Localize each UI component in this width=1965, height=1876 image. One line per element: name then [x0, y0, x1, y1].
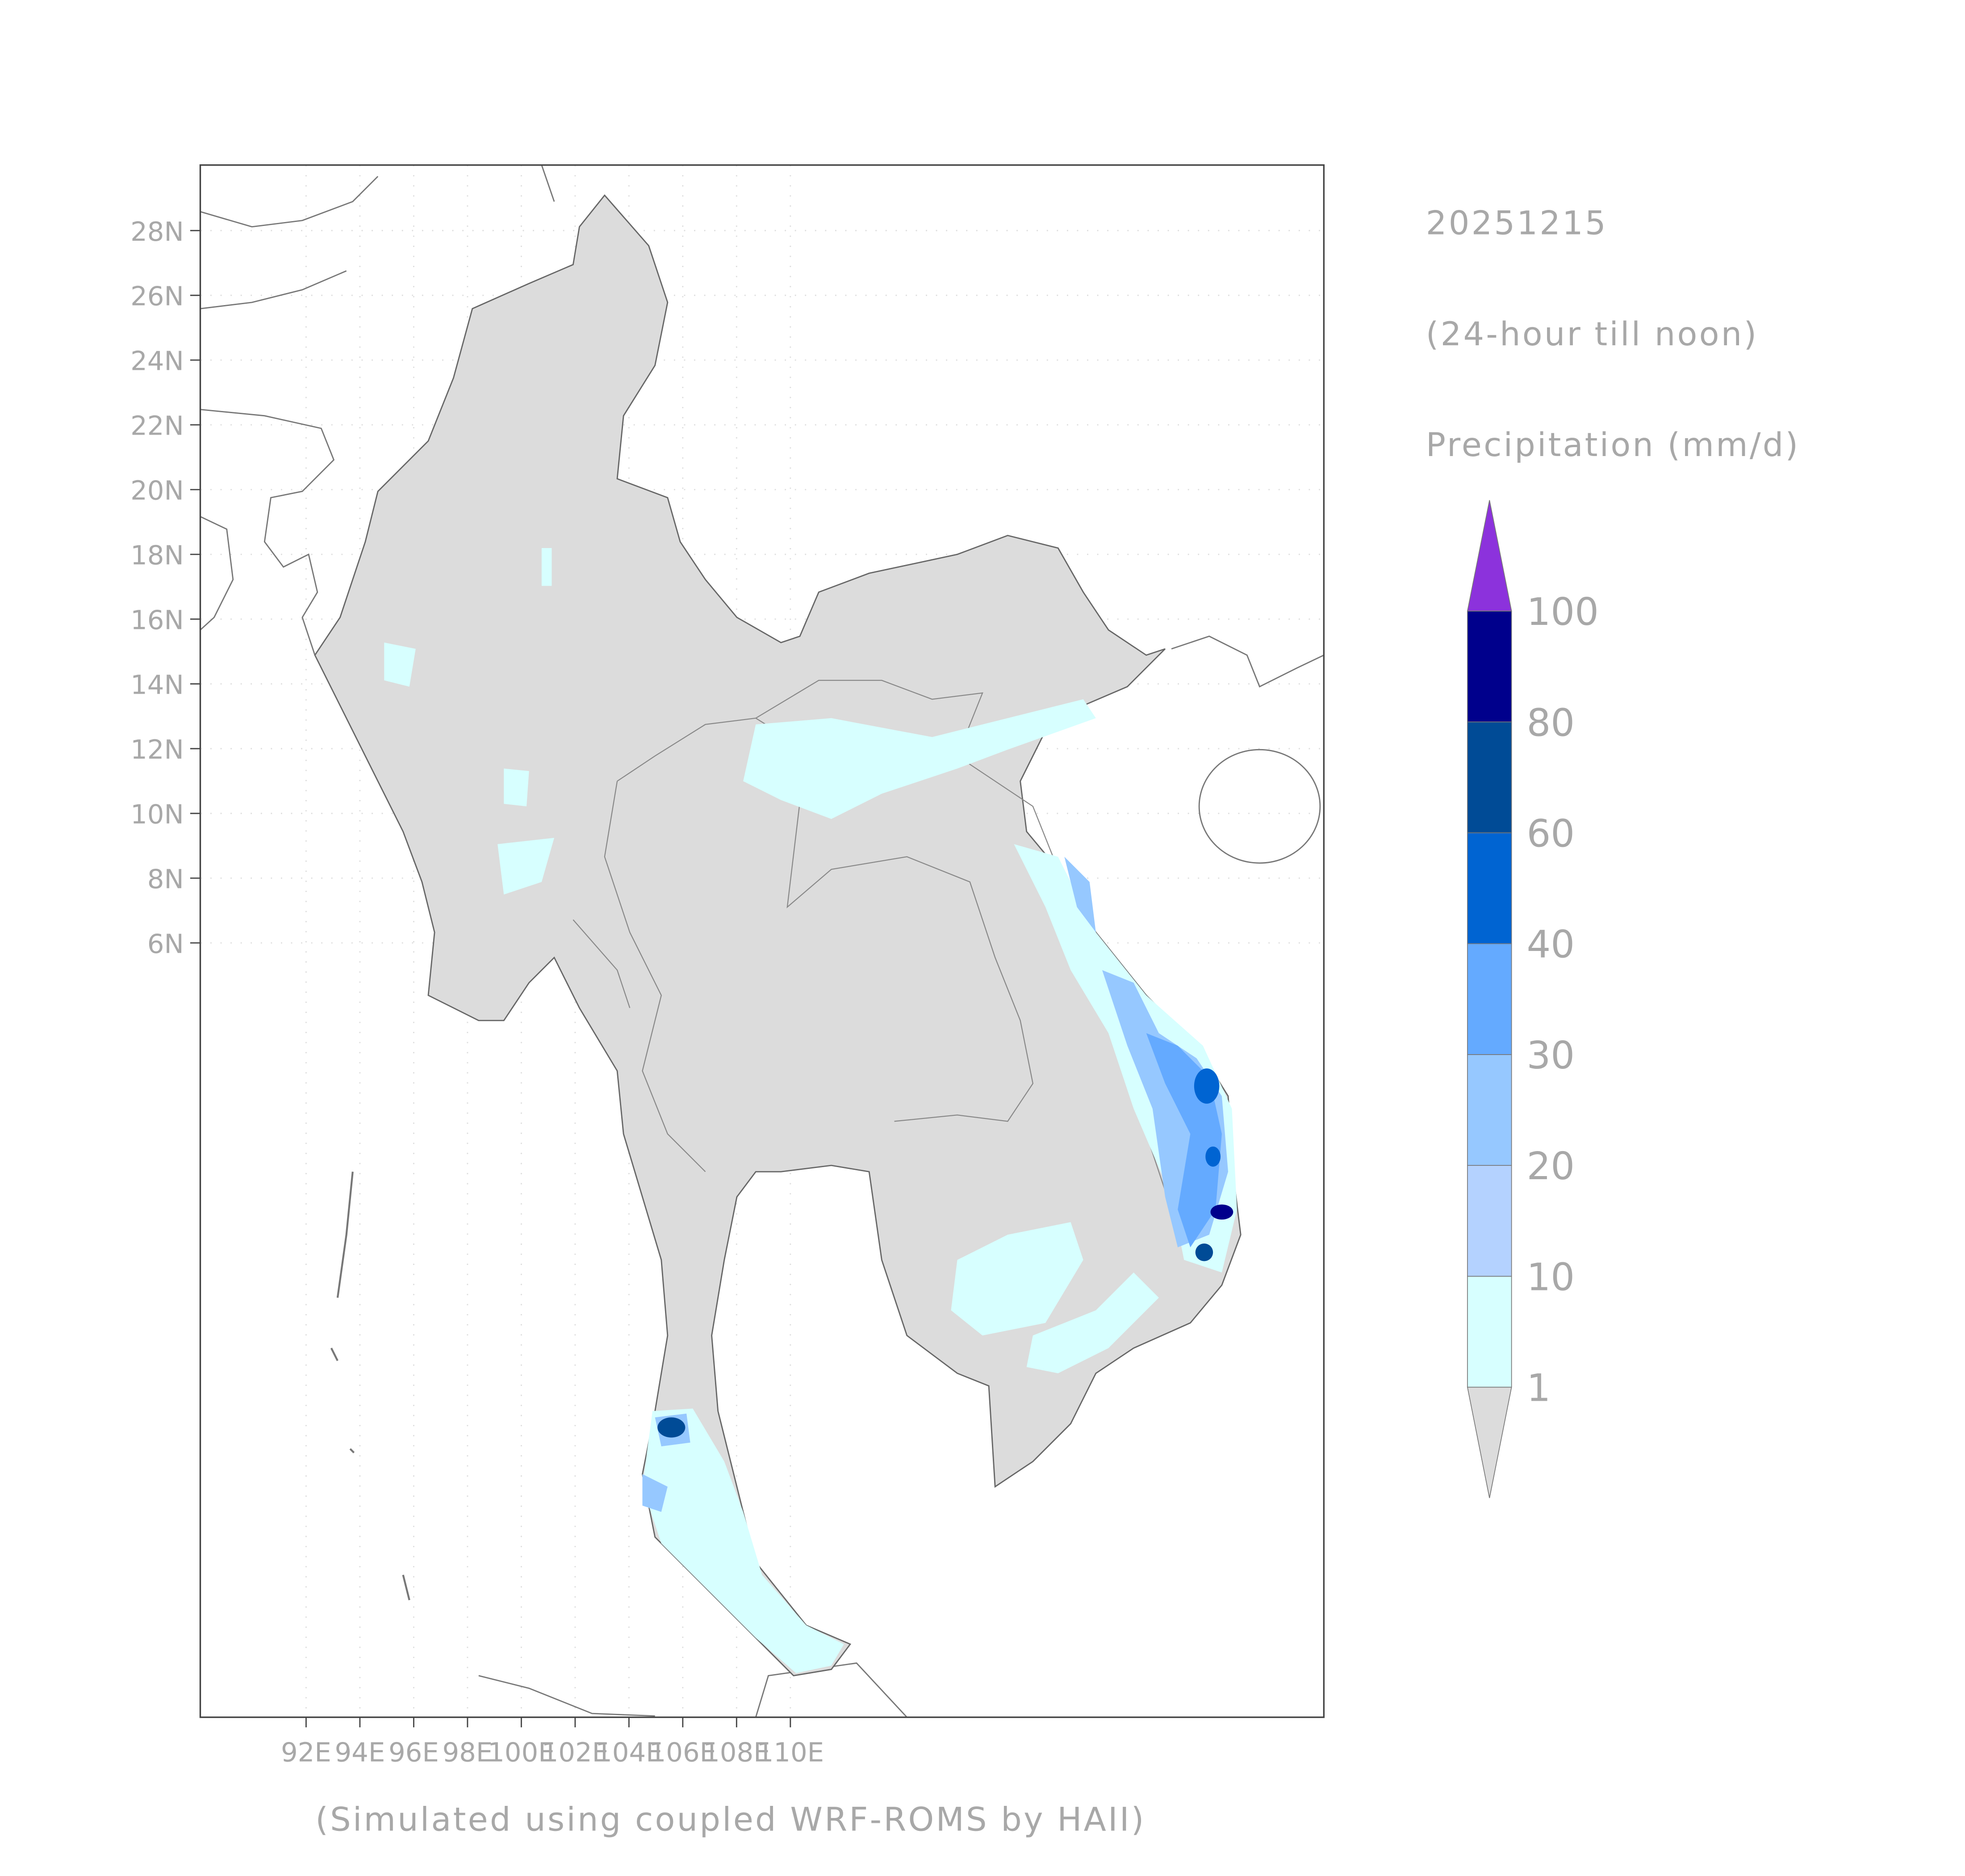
legend-swatch — [1467, 1276, 1512, 1388]
legend-level: 40 — [1526, 922, 1575, 967]
legend-swatch — [1467, 1054, 1512, 1166]
lat-tick-label: 26N — [130, 281, 184, 312]
lon-tick-label: 100E — [488, 1737, 555, 1767]
date: 20251215 — [1426, 205, 1608, 243]
lat-tick-label: 18N — [130, 540, 184, 571]
legend-level: 60 — [1526, 811, 1575, 855]
legend-below — [1467, 1386, 1512, 1498]
lat-tick-label: 24N — [130, 346, 184, 377]
lon-tick-label: 102E — [542, 1737, 609, 1767]
legend-level: 10 — [1526, 1255, 1575, 1299]
legend-swatch — [1467, 943, 1512, 1055]
lat-tick-label: 28N — [130, 216, 184, 247]
map-area — [200, 165, 1324, 1717]
footer-note: (Simulated using coupled WRF-ROMS by HAI… — [315, 1801, 1146, 1838]
lon-tick-label: 94E — [334, 1737, 385, 1767]
map-frame — [199, 164, 1325, 1718]
period: (24-hour till noon) — [1426, 315, 1758, 353]
border — [573, 680, 1197, 1248]
lat-tick-label: 20N — [130, 475, 184, 506]
lat-tick-label: 22N — [130, 410, 184, 441]
lon-tick-label: 110E — [757, 1737, 824, 1767]
lon-tick-label: 96E — [389, 1737, 439, 1767]
mainland — [314, 194, 1242, 1677]
lat-tick-label: 12N — [130, 734, 184, 765]
lat-tick-label: 14N — [130, 670, 184, 700]
legend-swatch — [1467, 611, 1512, 723]
legend-level: 30 — [1526, 1033, 1575, 1077]
variable-title: Precipitation (mm/d) — [1426, 426, 1800, 464]
color-legend: 1 10 20 30 40 60 80 100 — [1467, 500, 1599, 1498]
legend-level: 20 — [1526, 1144, 1575, 1188]
lat-tick-label: 16N — [130, 605, 184, 636]
hainan-island — [1198, 749, 1321, 864]
legend-above — [1467, 500, 1512, 611]
legend-level: 100 — [1526, 590, 1598, 634]
lon-tick-label: 92E — [281, 1737, 331, 1767]
legend-swatch — [1467, 832, 1512, 944]
legend-swatch — [1467, 721, 1512, 833]
lat-tick-label: 6N — [147, 929, 184, 959]
precipitation — [384, 548, 1237, 1673]
legend-level: 1 — [1526, 1366, 1551, 1410]
lon-tick-label: 108E — [703, 1737, 770, 1767]
lat-tick-label: 10N — [130, 799, 184, 830]
lat-tick-label: 8N — [147, 864, 184, 895]
lon-tick-label: 98E — [442, 1737, 493, 1767]
legend-level: 80 — [1526, 700, 1575, 745]
legend-swatch — [1467, 1165, 1512, 1277]
lon-tick-label: 104E — [595, 1737, 662, 1767]
lon-tick-label: 106E — [649, 1737, 716, 1767]
andaman-islands — [330, 1172, 410, 1600]
